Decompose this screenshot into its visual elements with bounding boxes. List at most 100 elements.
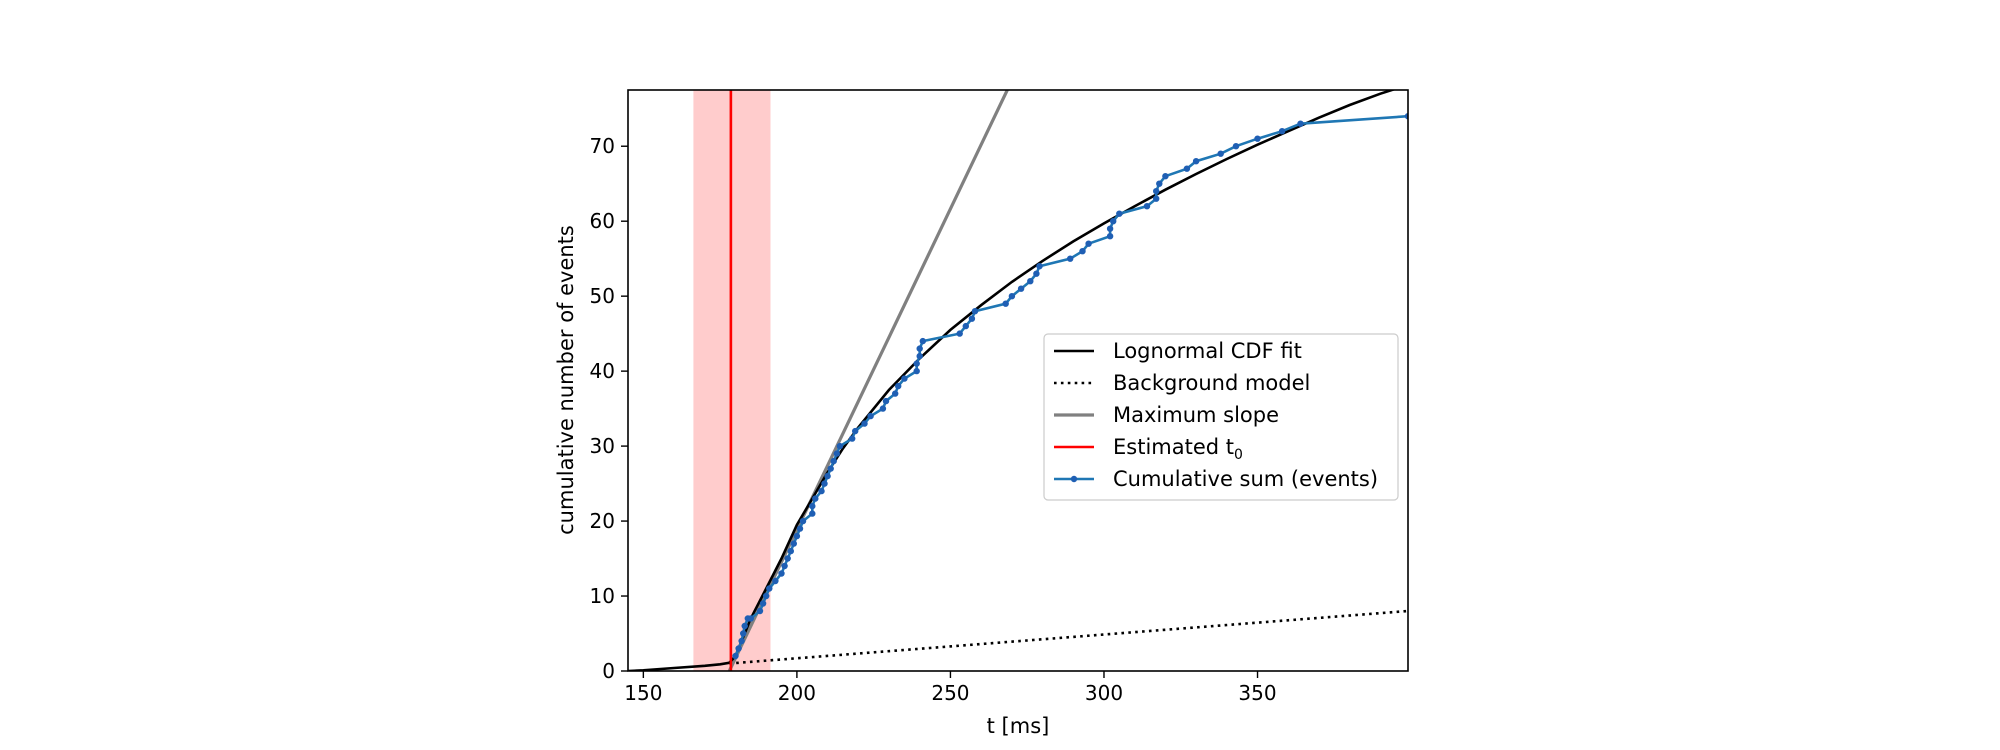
event-point	[799, 517, 807, 525]
event-point	[956, 330, 963, 337]
event-point	[1192, 158, 1200, 165]
x-tick-label: 200	[778, 681, 816, 705]
event-point	[1156, 180, 1163, 187]
event-point	[793, 532, 801, 540]
x-axis-label: t [ms]	[987, 714, 1050, 738]
event-point	[1254, 135, 1261, 142]
event-point	[1017, 285, 1025, 292]
event-point	[1079, 248, 1086, 255]
event-point	[836, 442, 844, 450]
event-point	[919, 337, 926, 345]
event-point	[1232, 143, 1240, 150]
event-point	[879, 405, 887, 412]
event-point	[1183, 165, 1191, 172]
event-point	[763, 592, 770, 600]
event-point	[818, 487, 825, 495]
event-point	[913, 360, 920, 367]
event-point	[1002, 300, 1009, 307]
y-tick-label: 40	[590, 359, 615, 383]
y-tick-label: 0	[602, 659, 615, 683]
event-point	[756, 607, 764, 615]
y-tick-label: 10	[590, 584, 615, 608]
event-point	[833, 450, 840, 457]
legend-label: Maximum slope	[1113, 403, 1279, 427]
event-point	[827, 465, 834, 472]
y-tick-label: 50	[590, 284, 615, 308]
x-tick-label: 150	[624, 681, 662, 705]
event-point	[962, 322, 969, 330]
legend-label: Cumulative sum (events)	[1113, 467, 1378, 491]
x-tick-label: 350	[1238, 681, 1276, 705]
event-point	[849, 435, 856, 442]
legend: Lognormal CDF fit Background model Maximum…	[1043, 333, 1399, 501]
event-point	[1217, 150, 1224, 157]
event-point	[852, 427, 859, 435]
event-point	[1036, 263, 1043, 270]
event-point	[1153, 188, 1160, 195]
event-point	[901, 375, 908, 382]
event-point	[830, 457, 837, 465]
event-point	[821, 480, 828, 487]
event-point	[1106, 233, 1114, 240]
event-point	[867, 412, 874, 420]
event-point	[1278, 128, 1286, 135]
y-tick-label: 20	[590, 509, 615, 533]
event-point	[732, 652, 739, 660]
event-point	[1116, 210, 1123, 217]
event-point	[913, 367, 920, 375]
event-point	[787, 547, 794, 555]
event-point	[781, 562, 788, 570]
event-point	[1143, 203, 1151, 210]
event-point	[766, 585, 773, 592]
event-point	[824, 472, 831, 480]
event-point	[778, 570, 785, 577]
y-tick-label: 30	[590, 434, 615, 458]
event-point	[1106, 225, 1114, 232]
x-tick-label: 300	[1085, 681, 1123, 705]
x-tick-label: 250	[931, 681, 969, 705]
event-point	[790, 540, 797, 547]
event-point	[738, 637, 745, 645]
legend-frame	[1043, 333, 1399, 501]
event-point	[784, 555, 791, 562]
event-point	[1162, 173, 1169, 180]
event-point	[809, 502, 816, 510]
event-point	[1110, 218, 1117, 225]
max-slope-line	[727, 90, 1009, 671]
background-model-line	[729, 609, 1408, 665]
legend-label-subscript: 0	[1234, 447, 1243, 463]
event-point	[882, 397, 890, 405]
event-point	[735, 645, 742, 652]
event-point	[1067, 255, 1074, 262]
event-point	[812, 495, 819, 502]
event-point	[809, 510, 816, 517]
event-point	[895, 382, 902, 390]
event-point	[740, 630, 747, 637]
event-point	[892, 390, 899, 397]
legend-marker	[1070, 475, 1078, 483]
event-point	[747, 615, 754, 622]
lognormal-fit-line	[628, 90, 1397, 671]
legend-label: Estimated t0	[1113, 435, 1243, 463]
event-point	[968, 315, 976, 322]
event-point	[861, 420, 868, 427]
event-point	[1027, 278, 1034, 285]
event-point	[1085, 240, 1092, 247]
legend-label: Lognormal CDF fit	[1113, 339, 1302, 363]
event-point	[916, 352, 923, 360]
y-tick-label: 70	[590, 134, 615, 158]
event-point	[759, 600, 767, 607]
event-point	[741, 622, 748, 630]
event-point	[1153, 195, 1160, 202]
event-point	[916, 345, 923, 352]
y-axis-label: cumulative number of events	[554, 225, 578, 535]
event-point	[1033, 270, 1040, 277]
plot-frame	[627, 89, 1409, 672]
event-point	[1008, 293, 1016, 300]
legend-label: Background model	[1113, 371, 1310, 395]
event-point	[796, 525, 804, 532]
event-point	[971, 308, 979, 315]
y-tick-label: 60	[590, 209, 615, 233]
event-point	[772, 577, 779, 585]
